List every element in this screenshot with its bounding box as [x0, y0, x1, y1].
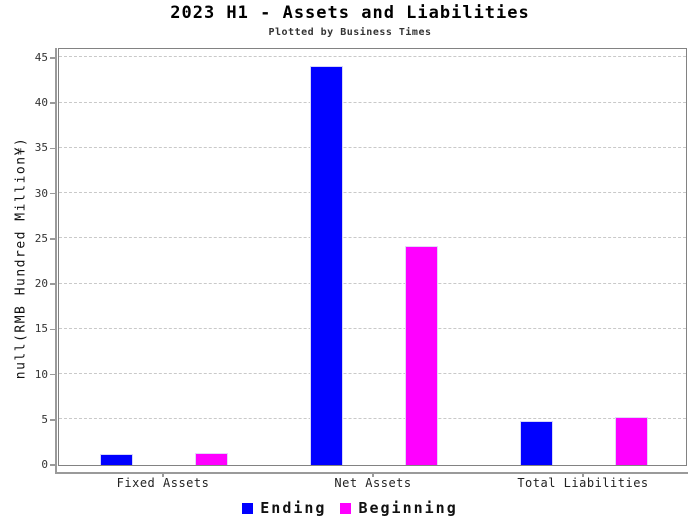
y-tick-mark-20 — [50, 283, 55, 285]
y-tick-label-5: 5 — [41, 412, 48, 426]
bar-beginning-net-assets — [404, 245, 438, 465]
bar-ending-fixed-assets — [99, 453, 133, 465]
gridline-30 — [59, 192, 686, 193]
bar-beginning-total-liabilities — [614, 417, 648, 465]
legend-label-beginning: Beginning — [358, 499, 458, 517]
x-tick-mark-net-assets — [372, 471, 374, 477]
y-tick-label-35: 35 — [34, 141, 48, 155]
chart-subtitle: Plotted by Business Times — [268, 27, 432, 38]
y-tick-mark-25 — [50, 238, 55, 240]
y-tick-mark-10 — [50, 373, 55, 376]
x-tick-mark-total-liabilities — [582, 471, 584, 477]
gridline-10 — [59, 373, 686, 374]
legend-label-ending: Ending — [260, 499, 327, 517]
y-tick-label-45: 45 — [34, 50, 48, 64]
y-axis-line — [54, 47, 57, 473]
y-tick-label-10: 10 — [34, 367, 48, 381]
y-tick-mark-45 — [50, 57, 55, 59]
y-tick-label-30: 30 — [34, 186, 48, 200]
legend-swatch-ending — [242, 502, 254, 514]
bar-beginning-fixed-assets — [194, 452, 228, 465]
legend: Ending Beginning — [0, 499, 700, 517]
y-tick-label-15: 15 — [34, 322, 48, 336]
legend-item-beginning: Beginning — [340, 499, 457, 517]
gridline-25 — [59, 237, 686, 239]
x-axis-label-net-assets: Net Assets — [334, 476, 412, 490]
legend-swatch-beginning — [340, 502, 352, 514]
y-tick-label-25: 25 — [34, 231, 48, 245]
x-tick-mark-fixed-assets — [162, 471, 164, 477]
y-tick-mark-5 — [50, 419, 55, 421]
bar-ending-net-assets — [309, 66, 343, 465]
y-tick-label-20: 20 — [34, 277, 48, 290]
gridline-45 — [59, 56, 686, 58]
y-tick-mark-40 — [50, 102, 55, 104]
y-tick-mark-35 — [50, 147, 55, 149]
legend-item-ending: Ending — [242, 499, 326, 517]
bar-ending-total-liabilities — [519, 421, 553, 465]
y-axis-title: null(RMB Hundred Million¥) — [13, 136, 29, 380]
y-tick-label-0: 0 — [41, 458, 48, 471]
y-tick-mark-0 — [50, 464, 55, 466]
bar-group-total-liabilities — [479, 49, 689, 465]
y-tick-mark-15 — [50, 328, 55, 330]
x-axis-label-fixed-assets: Fixed Assets — [116, 476, 210, 490]
plot-area — [58, 47, 689, 466]
bar-group-net-assets — [269, 49, 479, 465]
gridline-15 — [59, 327, 686, 329]
gridline-40 — [59, 101, 686, 103]
chart-title: 2023 H1 - Assets and Liabilities — [170, 3, 530, 23]
gridline-35 — [59, 146, 686, 148]
gridline-20 — [59, 282, 686, 284]
gridline-5 — [59, 418, 686, 420]
x-axis-label-total-liabilities: Total Liabilities — [517, 476, 649, 490]
y-tick-mark-30 — [50, 192, 55, 195]
bar-group-fixed-assets — [59, 49, 269, 465]
x-axis-line — [54, 471, 688, 474]
y-tick-label-40: 40 — [34, 96, 48, 109]
